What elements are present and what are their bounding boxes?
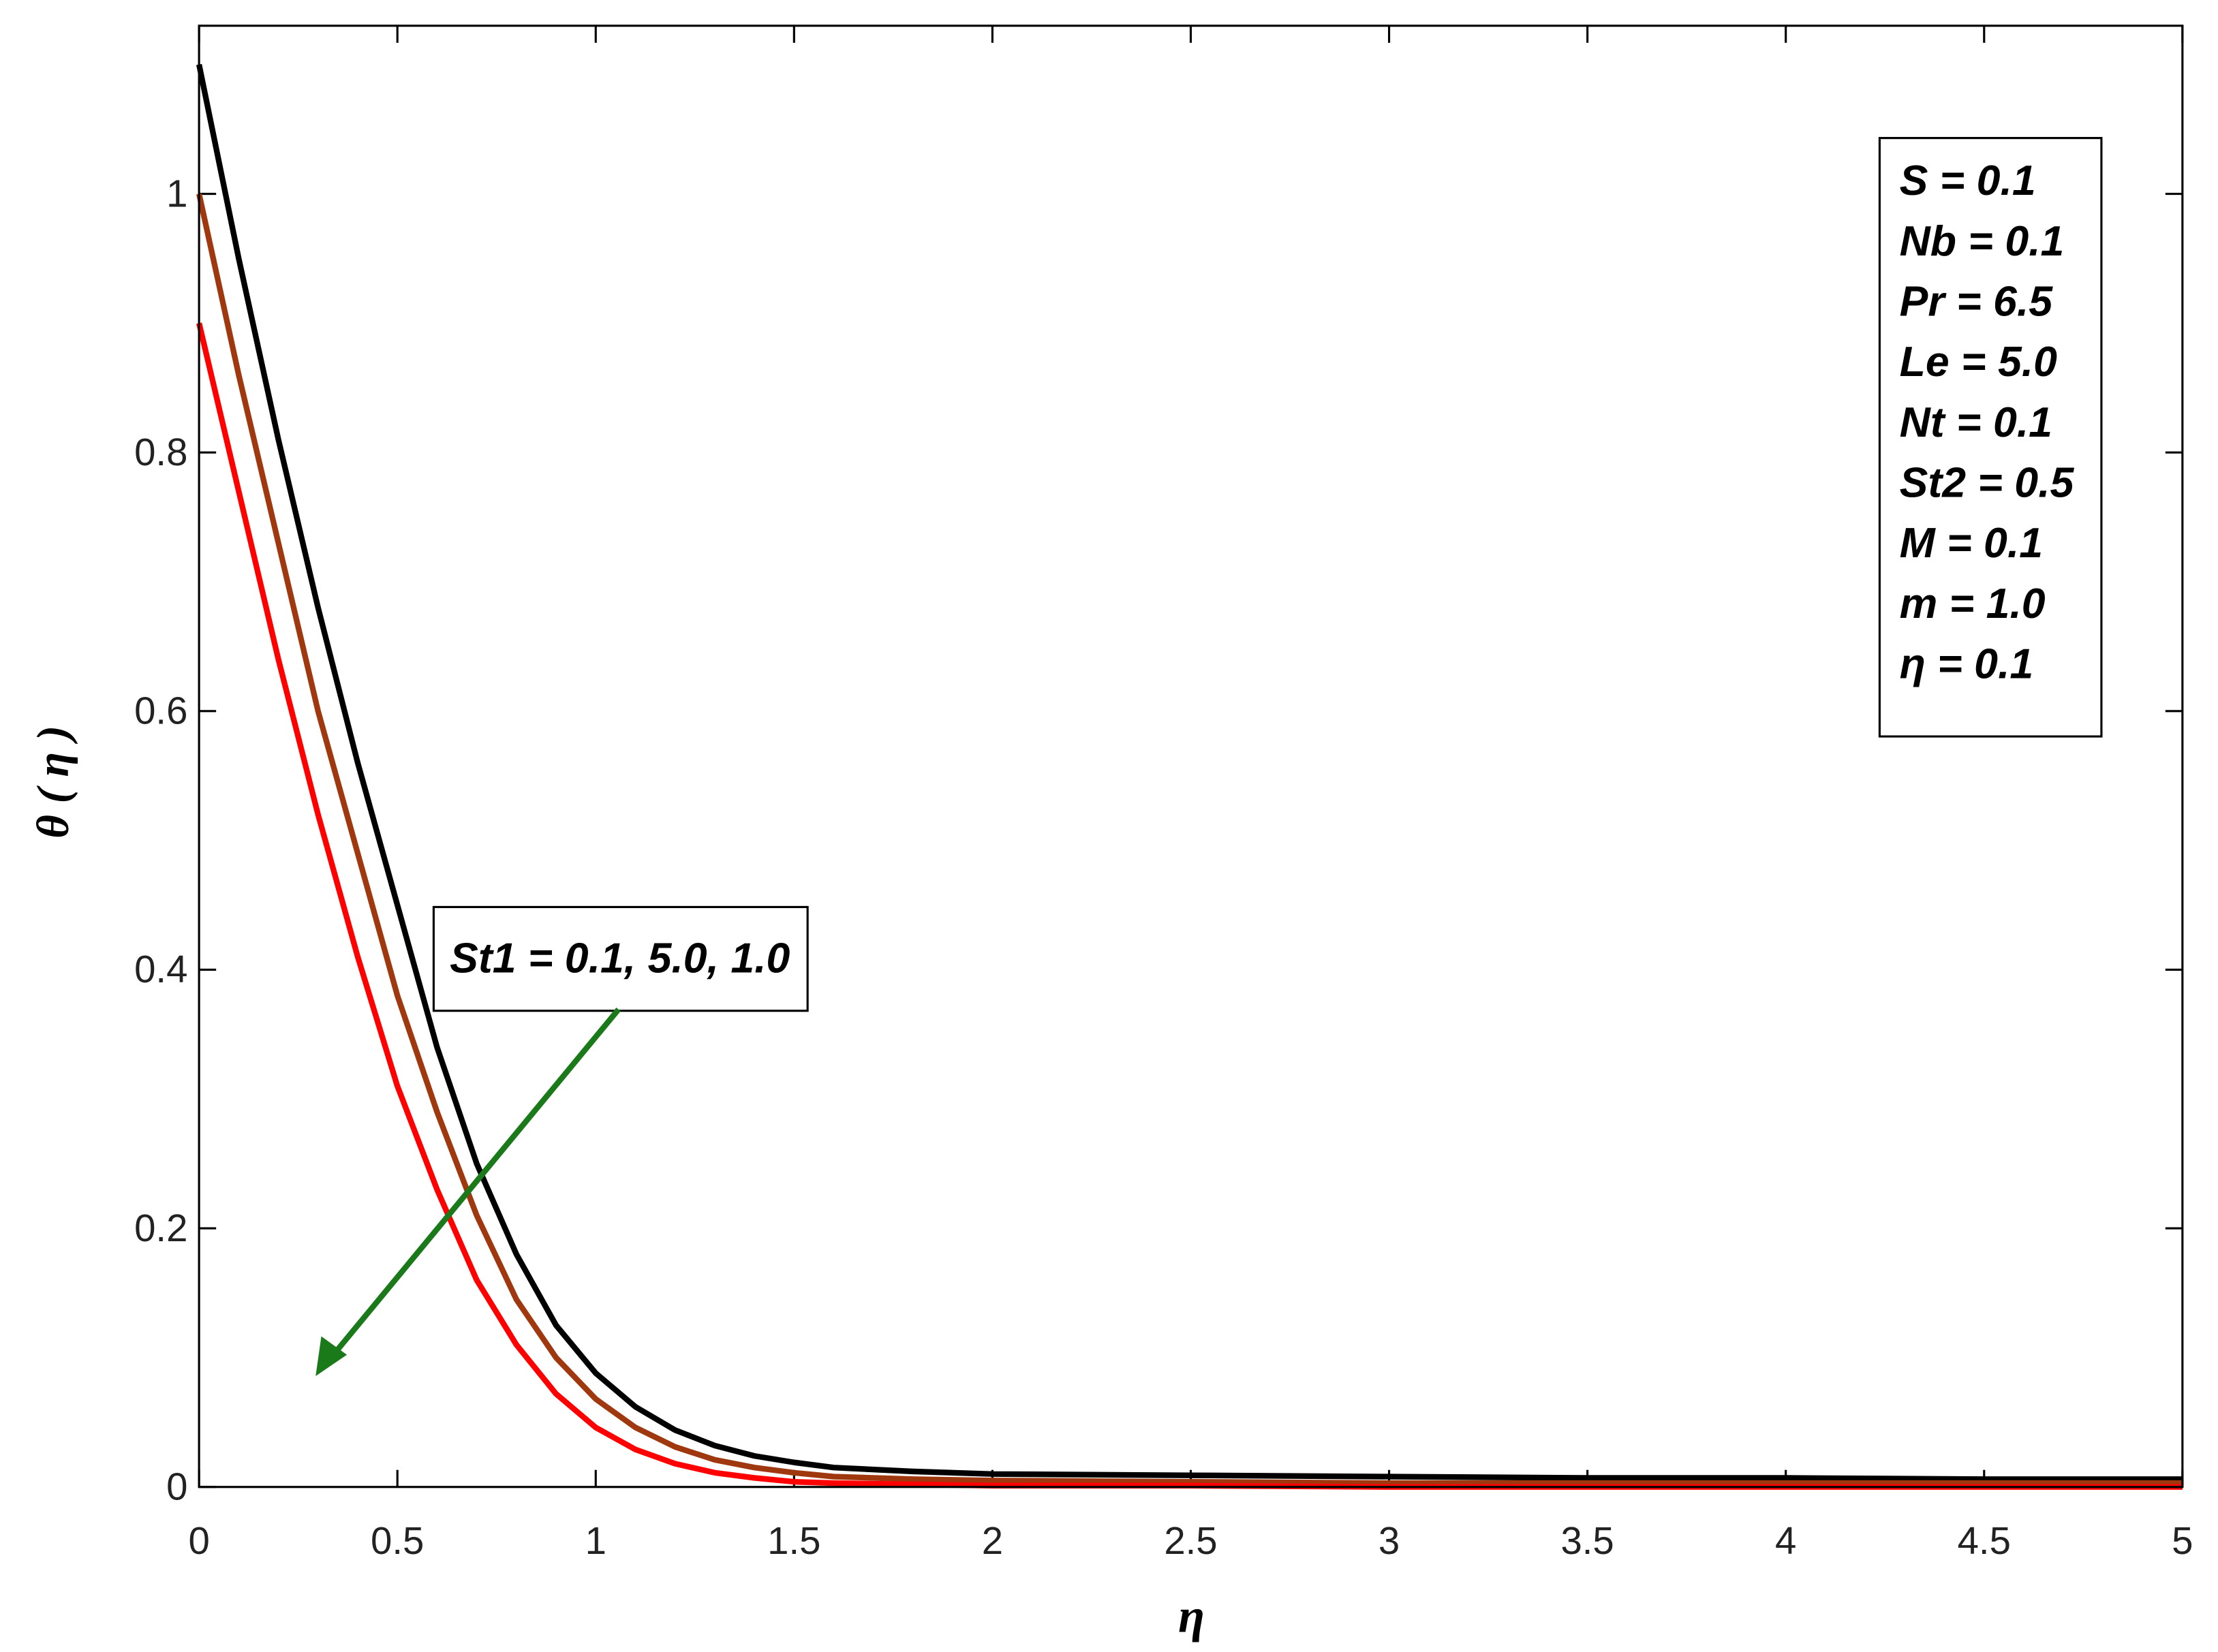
parameter-text: Nt = 0.1 xyxy=(1900,399,2052,446)
arrow-head xyxy=(315,1336,348,1376)
arrow-label: St1 = 0.1, 5.0, 1.0 xyxy=(450,934,790,982)
parameter-text: St2 = 0.5 xyxy=(1900,458,2075,506)
x-tick-label: 1 xyxy=(585,1519,606,1562)
x-tick-label: 0 xyxy=(188,1519,209,1562)
arrow-shaft xyxy=(327,1008,621,1361)
y-tick-label: 0.8 xyxy=(134,431,187,473)
x-tick-label: 1.5 xyxy=(767,1519,820,1562)
x-tick-label: 3 xyxy=(1378,1519,1400,1562)
x-axis-label: η xyxy=(1178,1590,1205,1643)
parameter-text: S = 0.1 xyxy=(1900,157,2036,204)
parameter-text: m = 1.0 xyxy=(1900,580,2046,627)
arrow-label-box xyxy=(432,905,809,1012)
plot-area xyxy=(199,25,2183,1487)
x-tick-label: 3.5 xyxy=(1560,1519,1614,1562)
y-tick-label: 0.4 xyxy=(134,948,187,991)
x-tick-label: 0.5 xyxy=(371,1519,424,1562)
y-tick-label: 1 xyxy=(166,172,187,215)
axes-frame xyxy=(198,25,2184,1489)
x-tick-label: 2.5 xyxy=(1164,1519,1217,1562)
y-axis-label: θ ( η ) xyxy=(29,726,78,839)
parameter-box xyxy=(1878,137,2103,738)
x-tick-label: 2 xyxy=(982,1519,1003,1562)
parameter-text: M = 0.1 xyxy=(1900,519,2043,567)
x-tick-label: 5 xyxy=(2172,1519,2193,1562)
parameter-text: Le = 5.0 xyxy=(1900,338,2058,386)
y-tick-label: 0.2 xyxy=(134,1206,187,1249)
y-tick-label: 0 xyxy=(166,1465,187,1508)
x-tick-label: 4 xyxy=(1775,1519,1796,1562)
parameter-text: Pr = 6.5 xyxy=(1900,277,2054,325)
x-tick-label: 4.5 xyxy=(1958,1519,2011,1562)
y-tick-label: 0.6 xyxy=(134,689,187,732)
parameter-text: Nb = 0.1 xyxy=(1900,217,2065,265)
parameter-text: η = 0.1 xyxy=(1900,640,2034,688)
line-series xyxy=(196,63,2183,1482)
line-series xyxy=(196,193,2183,1486)
